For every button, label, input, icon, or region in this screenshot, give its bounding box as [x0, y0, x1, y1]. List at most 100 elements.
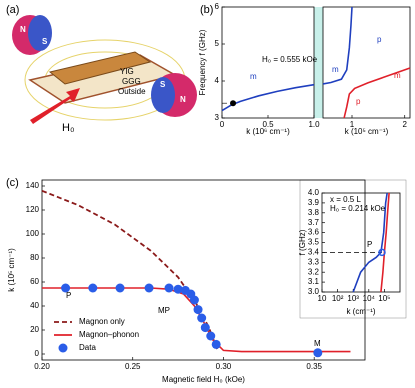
y-axis-label: Frequency f (GHz) [198, 29, 207, 95]
data-point [197, 313, 207, 323]
y-axis-label: k (10⁵ cm⁻¹) [7, 248, 16, 292]
data-point [115, 283, 125, 293]
data-point [378, 248, 386, 257]
y-tick-label: 3.8 [308, 208, 320, 217]
panel-label: (b) [200, 4, 213, 16]
panel-label: (a) [6, 4, 19, 16]
data-line [322, 6, 353, 85]
y-tick-label: 140 [26, 181, 40, 190]
y-tick-label: 3.1 [308, 277, 320, 286]
field-label: H₀ [62, 122, 75, 134]
pole-label: N [20, 25, 26, 34]
panel-label: (c) [6, 177, 19, 189]
y-tick-label: 3.7 [308, 218, 320, 227]
annotation: x = 0.5 L [330, 195, 361, 204]
y-axis-label: f (GHz) [298, 229, 307, 255]
x-tick-label: 0.35 [306, 362, 322, 371]
pole-label: S [42, 37, 48, 46]
annotation: M [314, 339, 321, 348]
legend-label: Data [79, 343, 96, 352]
data-point [189, 295, 199, 305]
data-point [61, 283, 71, 293]
x-tick-label: 1.0 [308, 120, 320, 129]
legend-label: Magnon–phonon [79, 330, 139, 339]
y-tick-label: 60 [30, 277, 39, 286]
y-tick-label: 3.9 [308, 198, 320, 207]
x-axis-label: k (10⁵ cm⁻¹) [345, 127, 389, 136]
annotation: H₀ = 0.214 kOe [330, 204, 386, 213]
layer-label: GGG [122, 77, 141, 86]
annotation: p [356, 97, 361, 106]
y-tick-label: 4 [215, 76, 220, 85]
data-line [352, 192, 388, 293]
data-point [88, 283, 98, 293]
x-tick-label: 2 [403, 120, 408, 129]
layer-label: YIG [120, 67, 134, 76]
x-tick-label: 10⁵ [378, 294, 390, 303]
yig-slab [48, 51, 152, 85]
data-point [200, 323, 210, 333]
annotation: p [377, 35, 382, 44]
y-tick-label: 0 [35, 349, 40, 358]
annotation: m [332, 65, 339, 74]
annotation: m [394, 71, 401, 80]
field-arrow [30, 88, 80, 124]
y-tick-label: 3.5 [308, 238, 320, 247]
plot-frame [41, 179, 366, 361]
y-tick-label: 3.6 [308, 228, 320, 237]
y-tick-label: 100 [26, 229, 40, 238]
x-axis-label: k (cm⁻¹) [346, 307, 375, 316]
x-tick-label: 10⁴ [363, 294, 376, 303]
data-point [173, 284, 183, 294]
y-tick-label: 6 [215, 2, 220, 11]
plot-frame [322, 6, 411, 119]
y-tick-label: 3.0 [308, 287, 320, 296]
data-point [144, 283, 154, 293]
data-point [164, 283, 174, 293]
y-tick-label: 3.4 [308, 248, 320, 257]
panel-a-diagram: (a) N S S N YIG GGG Outside H₀ [6, 4, 197, 134]
data-point [206, 331, 216, 341]
annotation: m [250, 72, 257, 81]
x-axis-label: Magnetic field H₀ (kOe) [162, 375, 245, 384]
x-tick-label: 0.30 [216, 362, 232, 371]
annotation: H₀ = 0.555 kOe [262, 55, 318, 64]
annotation: P [367, 240, 372, 249]
magnet-pole [151, 77, 175, 113]
data-line [41, 189, 219, 352]
data-point [211, 339, 221, 349]
y-tick-label: 40 [30, 301, 39, 310]
layer-label: Outside [118, 87, 146, 96]
data-line [380, 192, 390, 293]
x-tick-label: 0.25 [125, 362, 141, 371]
y-tick-label: 5 [215, 39, 220, 48]
pole-label: N [180, 95, 186, 104]
legend-swatch [58, 343, 68, 353]
data-line [343, 67, 411, 119]
y-tick-label: 3.2 [308, 267, 320, 276]
x-tick-label: 1 [350, 120, 355, 129]
pole-label: S [160, 80, 166, 89]
y-tick-label: 3.3 [308, 257, 320, 266]
data-point [193, 305, 203, 315]
data-point [230, 100, 237, 107]
y-tick-label: 4.0 [308, 188, 320, 197]
y-tick-label: 80 [30, 253, 39, 262]
annotation: MP [158, 306, 170, 315]
magnet-pole [28, 15, 52, 51]
data-point [313, 348, 323, 358]
x-axis-label: k (10⁶ cm⁻¹) [246, 127, 290, 136]
x-tick-label: 0.5 [262, 120, 274, 129]
x-tick-label: 10² [332, 294, 344, 303]
x-tick-label: 10³ [347, 294, 359, 303]
x-tick-label: 10 [318, 294, 327, 303]
annotation: P [66, 291, 71, 300]
axis-break [314, 7, 323, 118]
y-tick-label: 120 [26, 205, 40, 214]
x-tick-label: 0 [220, 120, 225, 129]
y-tick-label: 3 [215, 113, 220, 122]
y-tick-label: 20 [30, 325, 39, 334]
x-tick-label: 0.20 [34, 362, 50, 371]
legend-label: Magnon only [79, 317, 125, 326]
